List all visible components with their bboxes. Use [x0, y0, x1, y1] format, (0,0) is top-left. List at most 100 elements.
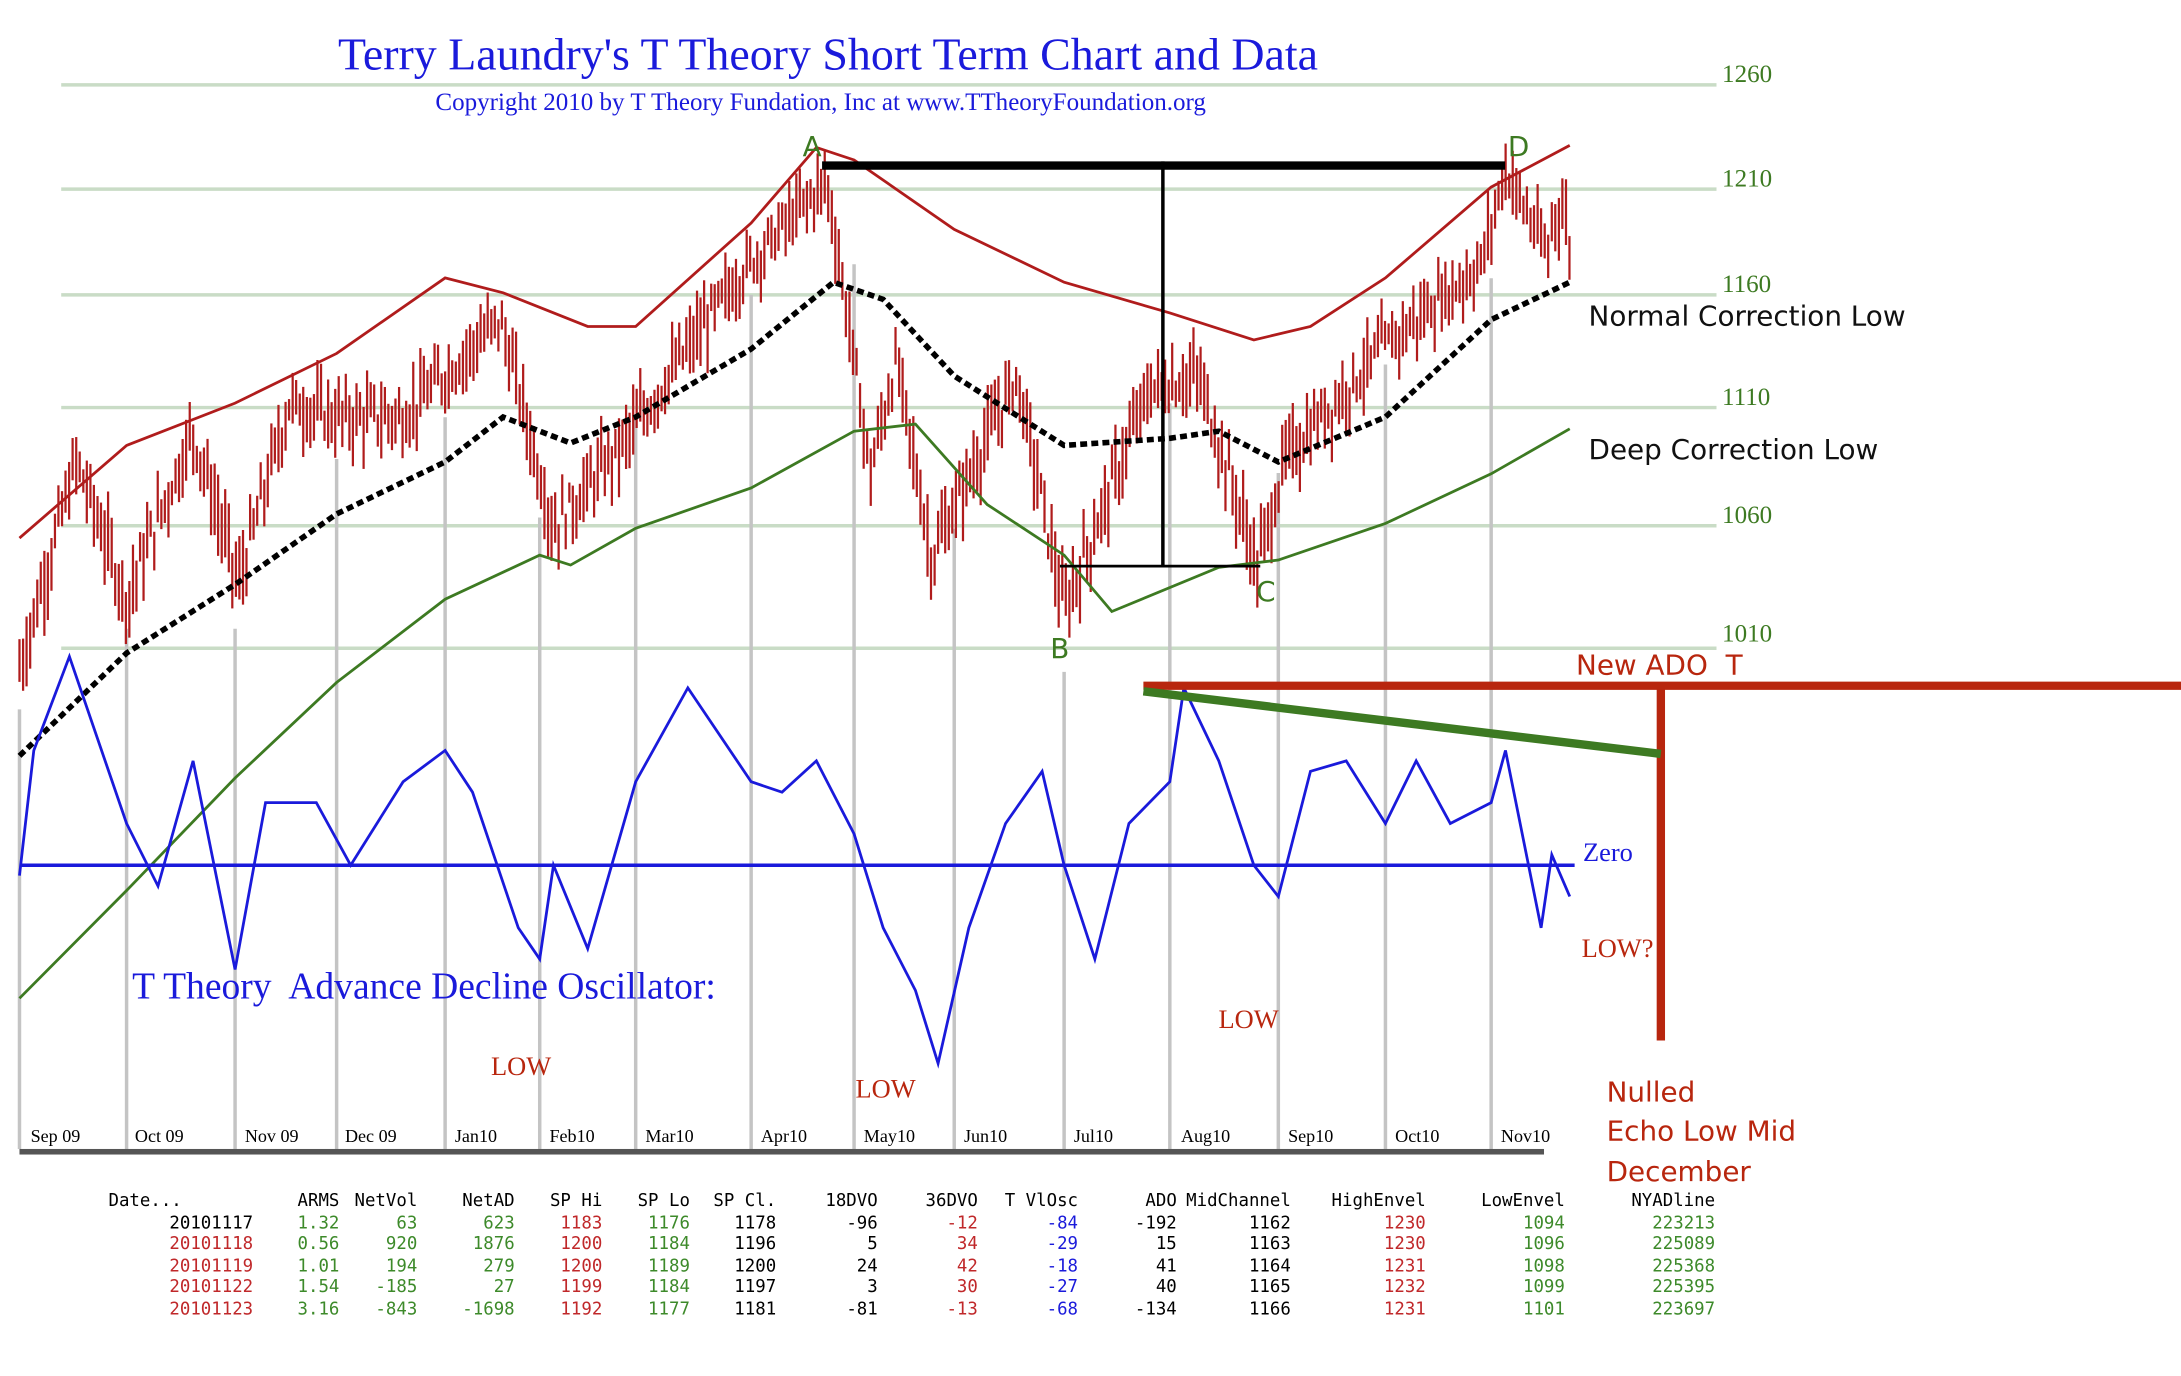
table-cell: 223697: [1652, 1297, 1716, 1318]
x-tick-label: Sep 09: [30, 1125, 81, 1147]
table-cell: -185: [375, 1275, 418, 1297]
point-a-label: A: [802, 129, 822, 163]
y-tick-label: 1060: [1722, 500, 1773, 529]
table-row: 20101119 1.01 194 279 1200 1189 1200 24 42 -18 41 1…: [108, 1254, 1715, 1276]
table-cell: 1200: [560, 1253, 603, 1275]
table-cell: 1162: [1248, 1210, 1291, 1232]
mid-channel-line: [17, 279, 1571, 758]
table-cell: 1.32: [297, 1210, 340, 1232]
table-cell: 1178: [734, 1210, 777, 1232]
table-cell: 1163: [1248, 1232, 1291, 1254]
oscillator-line: [18, 652, 1572, 1069]
table-cell: 1192: [560, 1297, 603, 1318]
table-header-row: Date... ARMS NetVol NetAD SP Hi SP Lo SP Cl. 18…: [108, 1189, 1715, 1211]
table-cell: -18: [1046, 1253, 1079, 1275]
column-header: SP Hi: [549, 1189, 603, 1211]
table-row: 20101122 1.54 -185 27 1199 1184 1197 3 30 -27 40 11…: [108, 1276, 1715, 1298]
nulled-label: Nulled: [1606, 1075, 1696, 1109]
december-label: December: [1606, 1154, 1751, 1188]
table-cell: 5: [867, 1232, 878, 1254]
table-cell: 225368: [1652, 1253, 1716, 1275]
table-cell: 225089: [1652, 1232, 1716, 1254]
table-cell: -29: [1046, 1232, 1079, 1254]
table-cell: -27: [1046, 1275, 1079, 1297]
table-row: 20101117 1.32 63 623 1183 1176 1178 -96 -12 -84 -1…: [108, 1211, 1715, 1233]
table-cell: 1101: [1522, 1297, 1565, 1318]
table-cell: 1199: [560, 1275, 603, 1297]
x-tick-label: Jun10: [963, 1125, 1008, 1147]
table-cell: 1189: [648, 1253, 690, 1275]
y-tick-label: 1260: [1722, 59, 1773, 88]
low-label: LOW: [1218, 1005, 1279, 1035]
table-cell: 27: [493, 1275, 515, 1297]
normal-correction-label: Normal Correction Low: [1588, 299, 1906, 333]
table-cell: 1196: [734, 1232, 777, 1254]
echo-low-label: Echo Low Mid: [1606, 1114, 1796, 1148]
column-header: ARMS: [297, 1189, 340, 1211]
table-cell: 63: [396, 1210, 418, 1232]
table-cell: 1098: [1522, 1253, 1565, 1275]
table-cell: 225395: [1652, 1275, 1716, 1297]
column-header: NYADline: [1631, 1189, 1716, 1211]
point-c-label: C: [1256, 574, 1276, 608]
table-cell: 1230: [1383, 1210, 1426, 1232]
table-cell: 1230: [1383, 1232, 1426, 1254]
x-tick-label: Nov10: [1500, 1125, 1551, 1147]
oscillator-title: T Theory Advance Decline Oscillator:: [132, 965, 716, 1008]
table-cell: 1096: [1522, 1232, 1565, 1254]
table-cell: 1181: [734, 1297, 777, 1318]
table-cell: 1231: [1383, 1297, 1426, 1318]
table-cell: 3: [867, 1275, 878, 1297]
x-tick-label: Oct 09: [134, 1125, 184, 1147]
table-cell: 1197: [734, 1275, 777, 1297]
table-cell: 40: [1155, 1275, 1177, 1297]
table-cell: 1876: [472, 1232, 515, 1254]
y-tick-label: 1110: [1722, 382, 1771, 411]
x-tick-label: May10: [863, 1125, 916, 1147]
table-cell: 1184: [648, 1275, 690, 1297]
table-cell: 920: [385, 1232, 418, 1254]
x-tick-label: Aug10: [1180, 1125, 1231, 1147]
table-cell: 1176: [648, 1210, 690, 1232]
column-header: MidChannel: [1186, 1189, 1291, 1211]
column-header: SP Cl.: [713, 1189, 777, 1211]
table-cell: -84: [1046, 1210, 1079, 1232]
column-header: 18DVO: [825, 1189, 878, 1211]
table-cell: -68: [1046, 1297, 1079, 1318]
table-cell: 24: [856, 1253, 878, 1275]
point-b-label: B: [1050, 631, 1070, 665]
table-cell: 15: [1155, 1232, 1177, 1254]
chart-title: Terry Laundry's T Theory Short Term Char…: [338, 30, 1319, 81]
table-cell: 1200: [734, 1253, 777, 1275]
table-cell: 1231: [1383, 1253, 1426, 1275]
table-cell: 20101123: [169, 1297, 254, 1318]
table-cell: 1.01: [297, 1253, 340, 1275]
zero-label: Zero: [1582, 838, 1633, 868]
table-cell: 3.16: [297, 1297, 340, 1318]
table-row: 20101123 3.16 -843 -1698 1192 1177 1181 -81 -13 -…: [108, 1297, 1715, 1319]
column-header: ADO: [1145, 1189, 1177, 1211]
table-cell: 1165: [1248, 1275, 1291, 1297]
table-cell: 1166: [1248, 1297, 1291, 1318]
low-question-label: LOW?: [1581, 934, 1654, 964]
column-header: T VlOsc: [1004, 1189, 1079, 1211]
x-tick-label: Mar10: [645, 1125, 694, 1147]
table-cell: -843: [375, 1297, 418, 1318]
table-cell: 20101119: [169, 1253, 254, 1275]
chart-subtitle: Copyright 2010 by T Theory Fundation, In…: [435, 87, 1206, 116]
table-cell: 194: [385, 1253, 418, 1275]
x-tick-label: Nov 09: [244, 1125, 299, 1147]
ado-trend-line: [1142, 687, 1662, 759]
low-label: LOW: [855, 1075, 916, 1105]
table-cell: 1099: [1522, 1275, 1565, 1297]
table-cell: 623: [483, 1210, 515, 1232]
x-tick-label: Apr10: [760, 1125, 808, 1147]
table-cell: 1177: [648, 1297, 690, 1318]
x-tick-label: Jan10: [454, 1125, 498, 1147]
high-envelope-line: [18, 144, 1571, 540]
table-cell: -12: [946, 1210, 978, 1232]
column-header: SP Lo: [637, 1189, 690, 1211]
low-envelope-line: [18, 422, 1571, 1000]
table-cell: 1184: [648, 1232, 690, 1254]
point-d-label: D: [1507, 129, 1530, 163]
